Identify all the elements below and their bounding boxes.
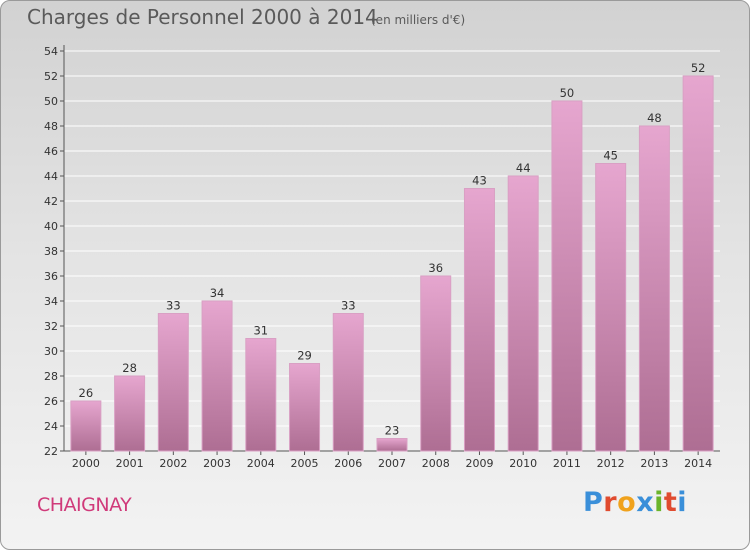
chart-title: Charges de Personnel 2000 à 2014 [27, 5, 378, 29]
y-tick-label: 38 [44, 245, 58, 258]
y-tick-label: 32 [44, 320, 58, 333]
bar-2013 [638, 125, 670, 452]
x-tick-label: 2005 [291, 457, 319, 470]
commune-name: CHAIGNAY [37, 494, 132, 516]
bar-2014 [682, 75, 714, 452]
bar-2007 [376, 438, 408, 452]
y-tick-label: 36 [44, 270, 58, 283]
x-tick-label: 2002 [159, 457, 187, 470]
bar-2006 [332, 313, 364, 452]
bar-2011 [551, 100, 583, 452]
bars [70, 75, 714, 452]
y-tick-label: 22 [44, 445, 58, 458]
data-label-2003: 34 [210, 286, 225, 300]
bar-2008 [420, 275, 452, 452]
data-label-2000: 26 [79, 386, 94, 400]
labels: 26 28 33 34 31 29 33 23 36 43 44 50 45 48 52 [79, 61, 706, 438]
y-tick-label: 44 [44, 170, 58, 183]
bar-2005 [289, 363, 321, 452]
data-label-2004: 31 [253, 324, 268, 338]
bar-2012 [595, 163, 627, 452]
y-tick-label: 54 [44, 45, 58, 58]
data-label-2014: 52 [691, 61, 706, 75]
y-tick-label: 26 [44, 395, 58, 408]
data-label-2006: 33 [341, 299, 356, 313]
x-tick-label: 2008 [422, 457, 450, 470]
bar-2010 [507, 175, 539, 452]
data-label-2011: 50 [560, 86, 575, 100]
x-tick-label: 2014 [684, 457, 712, 470]
proxiti-logo: Proxiti [583, 487, 687, 518]
bar-2003 [201, 300, 233, 452]
x-tick-label: 2011 [553, 457, 581, 470]
y-tick-label: 46 [44, 145, 58, 158]
data-label-2005: 29 [297, 349, 312, 363]
y-tick-label: 52 [44, 70, 58, 83]
y-tick-label: 24 [44, 420, 58, 433]
data-label-2007: 23 [385, 424, 400, 438]
y-tick-label: 28 [44, 370, 58, 383]
data-label-2010: 44 [516, 161, 531, 175]
data-label-2009: 43 [472, 174, 487, 188]
y-tick-label: 42 [44, 195, 58, 208]
logo-letter: r [603, 487, 618, 518]
y-tick-label: 48 [44, 120, 58, 133]
y-tick-label: 30 [44, 345, 58, 358]
x-tick-label: 2009 [465, 457, 493, 470]
logo-letter: t [663, 487, 678, 518]
chart-subtitle: (en milliers d'€) [371, 13, 466, 27]
bar-2004 [245, 338, 277, 452]
logo-letter: i [654, 487, 664, 518]
logo-letter: x [636, 487, 655, 518]
data-label-2013: 48 [647, 111, 662, 125]
y-tick-label: 34 [44, 295, 58, 308]
data-label-2002: 33 [166, 299, 181, 313]
bar-2000 [70, 400, 102, 452]
data-label-2001: 28 [122, 361, 137, 375]
x-tick-label: 2007 [378, 457, 406, 470]
x-tick-label: 2006 [334, 457, 362, 470]
data-label-2008: 36 [428, 261, 443, 275]
x-tick-label: 2004 [247, 457, 275, 470]
logo-letter: P [583, 487, 604, 518]
x-tick-label: 2003 [203, 457, 231, 470]
bar-2001 [114, 375, 146, 452]
data-label-2012: 45 [603, 149, 618, 163]
x-tick-label: 2012 [597, 457, 625, 470]
bar-2002 [157, 313, 189, 452]
x-tick-label: 2013 [640, 457, 668, 470]
y-tick-label: 50 [44, 95, 58, 108]
y-tick-label: 40 [44, 220, 58, 233]
x-tick-label: 2001 [116, 457, 144, 470]
logo-letter: i [677, 487, 688, 518]
x-tick-label: 2000 [72, 457, 100, 470]
bar-2009 [463, 188, 495, 452]
logo-letter: o [617, 487, 637, 518]
x-tick-label: 2010 [509, 457, 537, 470]
